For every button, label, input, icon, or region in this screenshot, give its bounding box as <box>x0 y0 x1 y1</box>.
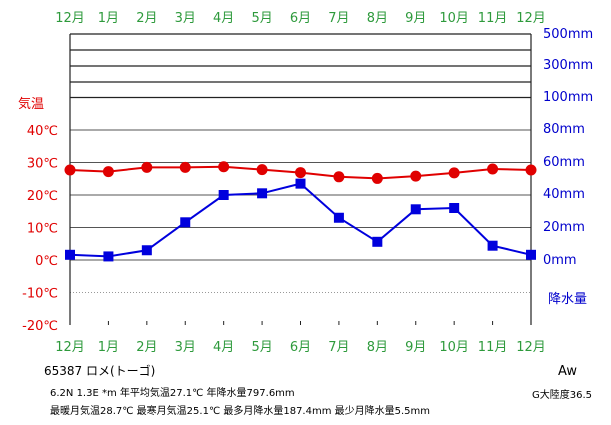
precipitation-tick-label: 100mm <box>543 90 593 105</box>
top-month-label: 6月 <box>290 11 311 26</box>
temperature-point <box>218 161 230 173</box>
bottom-month-label: 4月 <box>213 340 234 355</box>
temperature-point <box>295 167 306 179</box>
bottom-month-label: 5月 <box>251 340 272 355</box>
precipitation-point <box>526 249 536 260</box>
precipitation-tick-label: 300mm <box>543 58 593 73</box>
precipitation-point <box>218 190 229 200</box>
precipitation-point <box>372 236 383 247</box>
temperature-point <box>448 167 460 179</box>
bottom-month-label: 9月 <box>405 340 426 355</box>
temperature-tick-label: 0℃ <box>35 254 58 269</box>
top-month-label: 8月 <box>367 11 388 26</box>
precipitation-point <box>257 188 268 199</box>
precipitation-tick-label: 20mm <box>543 220 585 235</box>
temperature-series <box>64 161 537 184</box>
precipitation-tick-label: 500mm <box>543 27 593 42</box>
temperature-axis: 気温 40℃ 30℃ 20℃ 10℃ 0℃ -10℃ -20℃ <box>18 96 58 334</box>
temperature-point <box>525 164 537 176</box>
temperature-point <box>179 161 191 173</box>
climate-class: Aw <box>558 364 577 379</box>
bottom-month-label: 12月 <box>516 340 546 355</box>
temperature-tick-label: 10℃ <box>27 222 58 237</box>
top-month-label: 1月 <box>98 11 119 26</box>
temperature-point <box>102 166 114 178</box>
top-month-label: 11月 <box>478 11 508 26</box>
temperature-point <box>371 172 383 184</box>
temperature-tick-label: -20℃ <box>22 319 58 334</box>
bottom-month-label: 12月 <box>55 340 85 355</box>
bottom-month-label: 11月 <box>478 340 508 355</box>
temperature-point <box>256 164 268 176</box>
precipitation-point <box>410 204 421 215</box>
precipitation-point <box>333 212 344 223</box>
precipitation-point <box>449 203 460 213</box>
precipitation-tick-label: 40mm <box>543 187 585 202</box>
precipitation-axis-title: 降水量 <box>548 292 587 307</box>
bottom-month-label: 8月 <box>367 340 388 355</box>
temperature-tick-label: 20℃ <box>27 189 58 204</box>
precipitation-tick-label: 80mm <box>543 122 585 137</box>
top-month-label: 10月 <box>439 11 469 26</box>
precipitation-point <box>65 249 75 260</box>
top-month-label: 9月 <box>405 11 426 26</box>
bottom-month-label: 2月 <box>136 340 157 355</box>
bottom-month-labels: 12月 1月 2月 3月 4月 5月 6月 7月 8月 9月 10月 11月 12月 <box>55 340 546 355</box>
precipitation-point <box>487 240 498 251</box>
bottom-month-label: 3月 <box>175 340 196 355</box>
top-month-label: 5月 <box>251 11 272 26</box>
precipitation-axis: 降水量 500mm 300mm 100mm 80mm 60mm 40mm 20mm 0mm <box>543 27 593 307</box>
temperature-point <box>64 164 76 176</box>
top-month-label: 3月 <box>175 11 196 26</box>
chart-grid <box>69 33 532 325</box>
atlas-index: G大陸度36.5 <box>532 390 593 401</box>
top-month-label: 4月 <box>213 11 234 26</box>
temperature-tick-label: 40℃ <box>27 124 58 139</box>
precipitation-tick-label: 0mm <box>543 253 577 268</box>
precipitation-point <box>103 251 114 262</box>
station-info-line1: 6.2N 1.3E *m 年平均気温27.1℃ 年降水量797.6mm <box>50 388 295 399</box>
top-month-labels: 12月 1月 2月 3月 4月 5月 6月 7月 8月 9月 10月 11月 12月 <box>55 11 546 26</box>
precipitation-point <box>295 178 306 189</box>
top-month-label: 12月 <box>55 11 85 26</box>
station-info-line2: 最暖月気温28.7℃ 最寒月気温25.1℃ 最多月降水量187.4mm 最少月降… <box>50 406 431 417</box>
bottom-month-label: 6月 <box>290 340 311 355</box>
temperature-point <box>141 161 153 173</box>
bottom-month-label: 7月 <box>328 340 349 355</box>
station-id-name: 65387 ロメ(トーゴ) <box>44 364 156 378</box>
temperature-point <box>410 170 422 182</box>
precipitation-tick-label: 60mm <box>543 155 585 170</box>
precipitation-series <box>65 178 536 262</box>
precipitation-point <box>180 217 191 228</box>
temperature-axis-title: 気温 <box>18 96 44 112</box>
bottom-month-label: 1月 <box>98 340 119 355</box>
temperature-tick-label: -10℃ <box>22 287 58 302</box>
bottom-month-label: 10月 <box>439 340 469 355</box>
temperature-point <box>333 171 345 183</box>
top-month-label: 12月 <box>516 11 546 26</box>
temperature-tick-label: 30℃ <box>27 157 58 172</box>
top-month-label: 2月 <box>136 11 157 26</box>
top-month-label: 7月 <box>328 11 349 26</box>
temperature-point <box>487 163 499 175</box>
precipitation-point <box>141 245 152 256</box>
